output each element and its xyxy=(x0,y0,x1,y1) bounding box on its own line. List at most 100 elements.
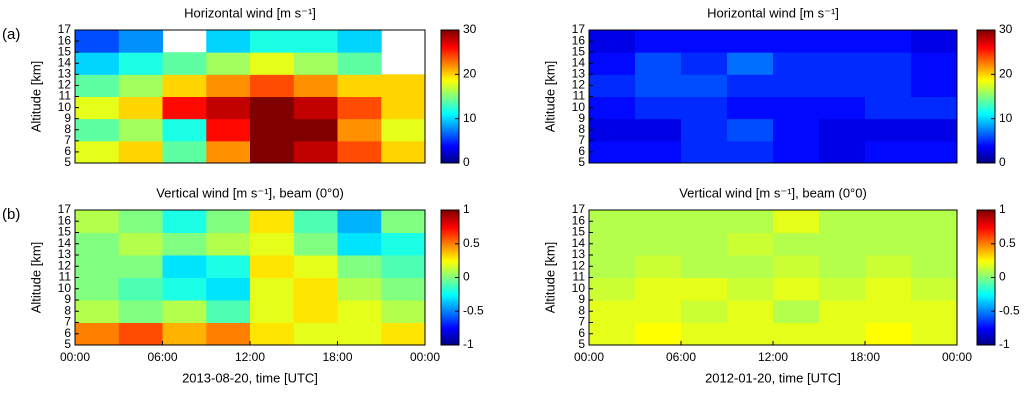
heat-cell xyxy=(162,232,207,256)
x-tick-label: 18:00 xyxy=(850,350,880,364)
colorbar-swatch xyxy=(977,218,995,221)
colorbar-swatch xyxy=(977,290,995,293)
colorbar-swatch xyxy=(441,57,459,60)
colorbar-swatch xyxy=(977,285,995,289)
y-axis-label: Altitude [km] xyxy=(542,242,557,314)
colorbar-swatch xyxy=(977,247,995,251)
heat-cell xyxy=(293,74,338,97)
colorbar-swatch xyxy=(977,228,995,232)
heat-cell xyxy=(381,277,426,301)
heat-cell xyxy=(206,118,251,142)
colorbar-swatch xyxy=(977,133,995,137)
heat-cell xyxy=(293,52,338,75)
colorbar-swatch xyxy=(441,243,459,247)
heat-cell xyxy=(206,140,251,164)
y-tick-label: 12 xyxy=(572,78,586,92)
heat-cell xyxy=(911,52,958,75)
heat-cell xyxy=(75,232,120,256)
y-axis-label: Altitude [km] xyxy=(28,242,43,314)
colorbar-swatch xyxy=(441,338,459,342)
colorbar-swatch xyxy=(977,146,995,149)
heat-cell xyxy=(118,30,163,53)
colorbar-swatch xyxy=(441,307,459,310)
heat-cell xyxy=(865,140,912,164)
colorbar-tick-label: 0.5 xyxy=(999,236,1016,250)
y-tick-label: 12 xyxy=(572,258,586,272)
colorbar-swatch xyxy=(977,65,995,68)
chart-title: Horizontal wind [m s⁻¹] xyxy=(707,5,839,20)
heat-cell xyxy=(75,277,120,301)
colorbar-swatch xyxy=(441,317,459,321)
colorbar-swatch xyxy=(977,71,995,75)
colorbar-swatch xyxy=(977,323,995,327)
colorbar-swatch xyxy=(977,311,995,314)
heat-cell xyxy=(162,96,207,120)
heat-cell xyxy=(865,255,912,278)
colorbar-swatch xyxy=(441,117,459,120)
heat-cell xyxy=(819,118,866,142)
heat-cell xyxy=(75,255,120,278)
colorbar-swatch xyxy=(977,63,995,66)
colorbar-swatch xyxy=(977,127,995,131)
heat-cell xyxy=(773,52,820,75)
colorbar-swatch xyxy=(977,152,995,156)
heat-cell xyxy=(911,255,958,278)
chart-title: Vertical wind [m s⁻¹], beam (0°0) xyxy=(679,185,867,200)
colorbar-swatch xyxy=(441,256,459,259)
colorbar-swatch xyxy=(441,30,459,33)
colorbar-swatch xyxy=(441,300,459,304)
heat-cell xyxy=(819,52,866,75)
colorbar-swatch xyxy=(977,294,995,297)
colorbar-swatch xyxy=(441,260,459,264)
colorbar-swatch xyxy=(977,336,995,340)
panel-label: (b) xyxy=(2,206,20,223)
colorbar-swatch xyxy=(977,67,995,70)
colorbar-swatch xyxy=(441,210,459,213)
colorbar-swatch xyxy=(977,256,995,259)
heat-cell xyxy=(635,322,682,346)
colorbar-swatch xyxy=(977,313,995,316)
colorbar-tick-label: 0 xyxy=(463,270,470,284)
heat-cell xyxy=(635,210,682,233)
colorbar-swatch xyxy=(441,88,459,91)
heat-cell xyxy=(118,255,163,278)
colorbar-swatch xyxy=(977,160,995,164)
heat-cell xyxy=(337,118,382,142)
colorbar-swatch xyxy=(441,294,459,297)
y-tick-label: 10 xyxy=(572,100,586,114)
colorbar-swatch xyxy=(977,61,995,64)
heat-cell xyxy=(293,96,338,120)
heat-cell xyxy=(206,322,251,346)
colorbar-swatch xyxy=(441,245,459,249)
heat-cell xyxy=(206,255,251,278)
colorbar-swatch xyxy=(441,328,459,331)
heat-cell xyxy=(381,210,426,233)
colorbar-swatch xyxy=(977,283,995,287)
heat-cell xyxy=(681,96,728,120)
heat-cell xyxy=(589,255,636,278)
heat-cell xyxy=(162,210,207,233)
heat-cell xyxy=(337,277,382,301)
heat-cell xyxy=(250,210,295,233)
heat-cell xyxy=(381,300,426,323)
colorbar-swatch xyxy=(977,123,995,126)
panel-label: (a) xyxy=(2,26,20,43)
colorbar-swatch xyxy=(441,133,459,137)
colorbar-swatch xyxy=(977,245,995,249)
heat-cell xyxy=(681,52,728,75)
heat-cell xyxy=(162,255,207,278)
colorbar-swatch xyxy=(441,50,459,54)
heat-cell xyxy=(589,232,636,256)
colorbar-swatch xyxy=(441,90,459,93)
colorbar-swatch xyxy=(441,140,459,143)
heat-cell xyxy=(635,118,682,142)
colorbar-swatch xyxy=(977,315,995,318)
x-tick-label: 18:00 xyxy=(322,350,352,364)
colorbar-swatch xyxy=(977,321,995,325)
y-tick-label: 15 xyxy=(58,44,72,58)
colorbar-swatch xyxy=(977,231,995,234)
colorbar-swatch xyxy=(977,319,995,323)
colorbar-swatch xyxy=(977,94,995,97)
colorbar-swatch xyxy=(977,226,995,230)
colorbar-tick-label: 10 xyxy=(463,111,477,125)
